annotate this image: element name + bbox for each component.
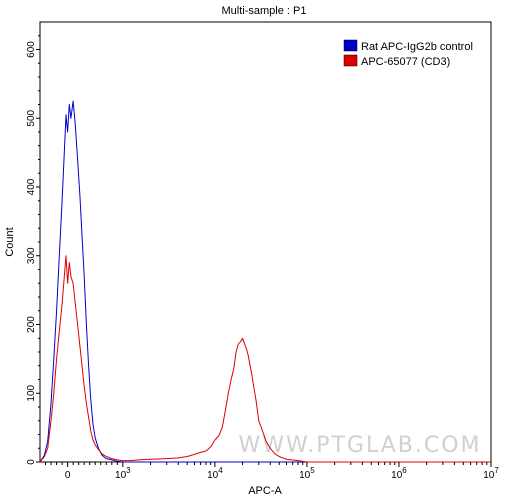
legend: Rat APC-IgG2b control APC-65077 (CD3) [343, 39, 473, 68]
legend-swatch [343, 39, 358, 52]
plot-area [39, 21, 492, 463]
y-tick-label: 300 [26, 247, 37, 264]
y-tick-label: 500 [26, 109, 37, 126]
x-tick-label: 105 [299, 466, 315, 481]
x-axis: 0 103 104 105 106 107 [45, 462, 499, 481]
x-tick-label: 103 [115, 466, 131, 481]
y-tick-label: 400 [26, 178, 37, 195]
x-tick-label: 104 [207, 466, 223, 481]
x-tick-label: 107 [483, 466, 499, 481]
legend-label: Rat APC-IgG2b control [361, 41, 473, 53]
series-line-isotype-control [39, 100, 491, 463]
y-tick-label: 600 [26, 41, 37, 58]
legend-label: APC-65077 (CD3) [361, 56, 450, 68]
watermark-text: WWW.PTGLAB.COM [238, 433, 481, 458]
legend-swatch [343, 54, 358, 67]
series-line-cd3 [39, 255, 491, 463]
y-tick-label: 0 [26, 459, 37, 465]
x-tick-label: 106 [391, 466, 407, 481]
chart-title: Multi-sample : P1 [222, 5, 307, 17]
x-axis-label: APC-A [248, 485, 282, 497]
x-tick-label-zero: 0 [65, 470, 71, 481]
series-group [39, 100, 491, 463]
y-tick-label: 100 [26, 384, 37, 401]
y-tick-label: 200 [26, 316, 37, 333]
y-axis-label: Count [4, 227, 16, 256]
y-axis: 0 100 200 300 400 500 600 [26, 35, 40, 465]
